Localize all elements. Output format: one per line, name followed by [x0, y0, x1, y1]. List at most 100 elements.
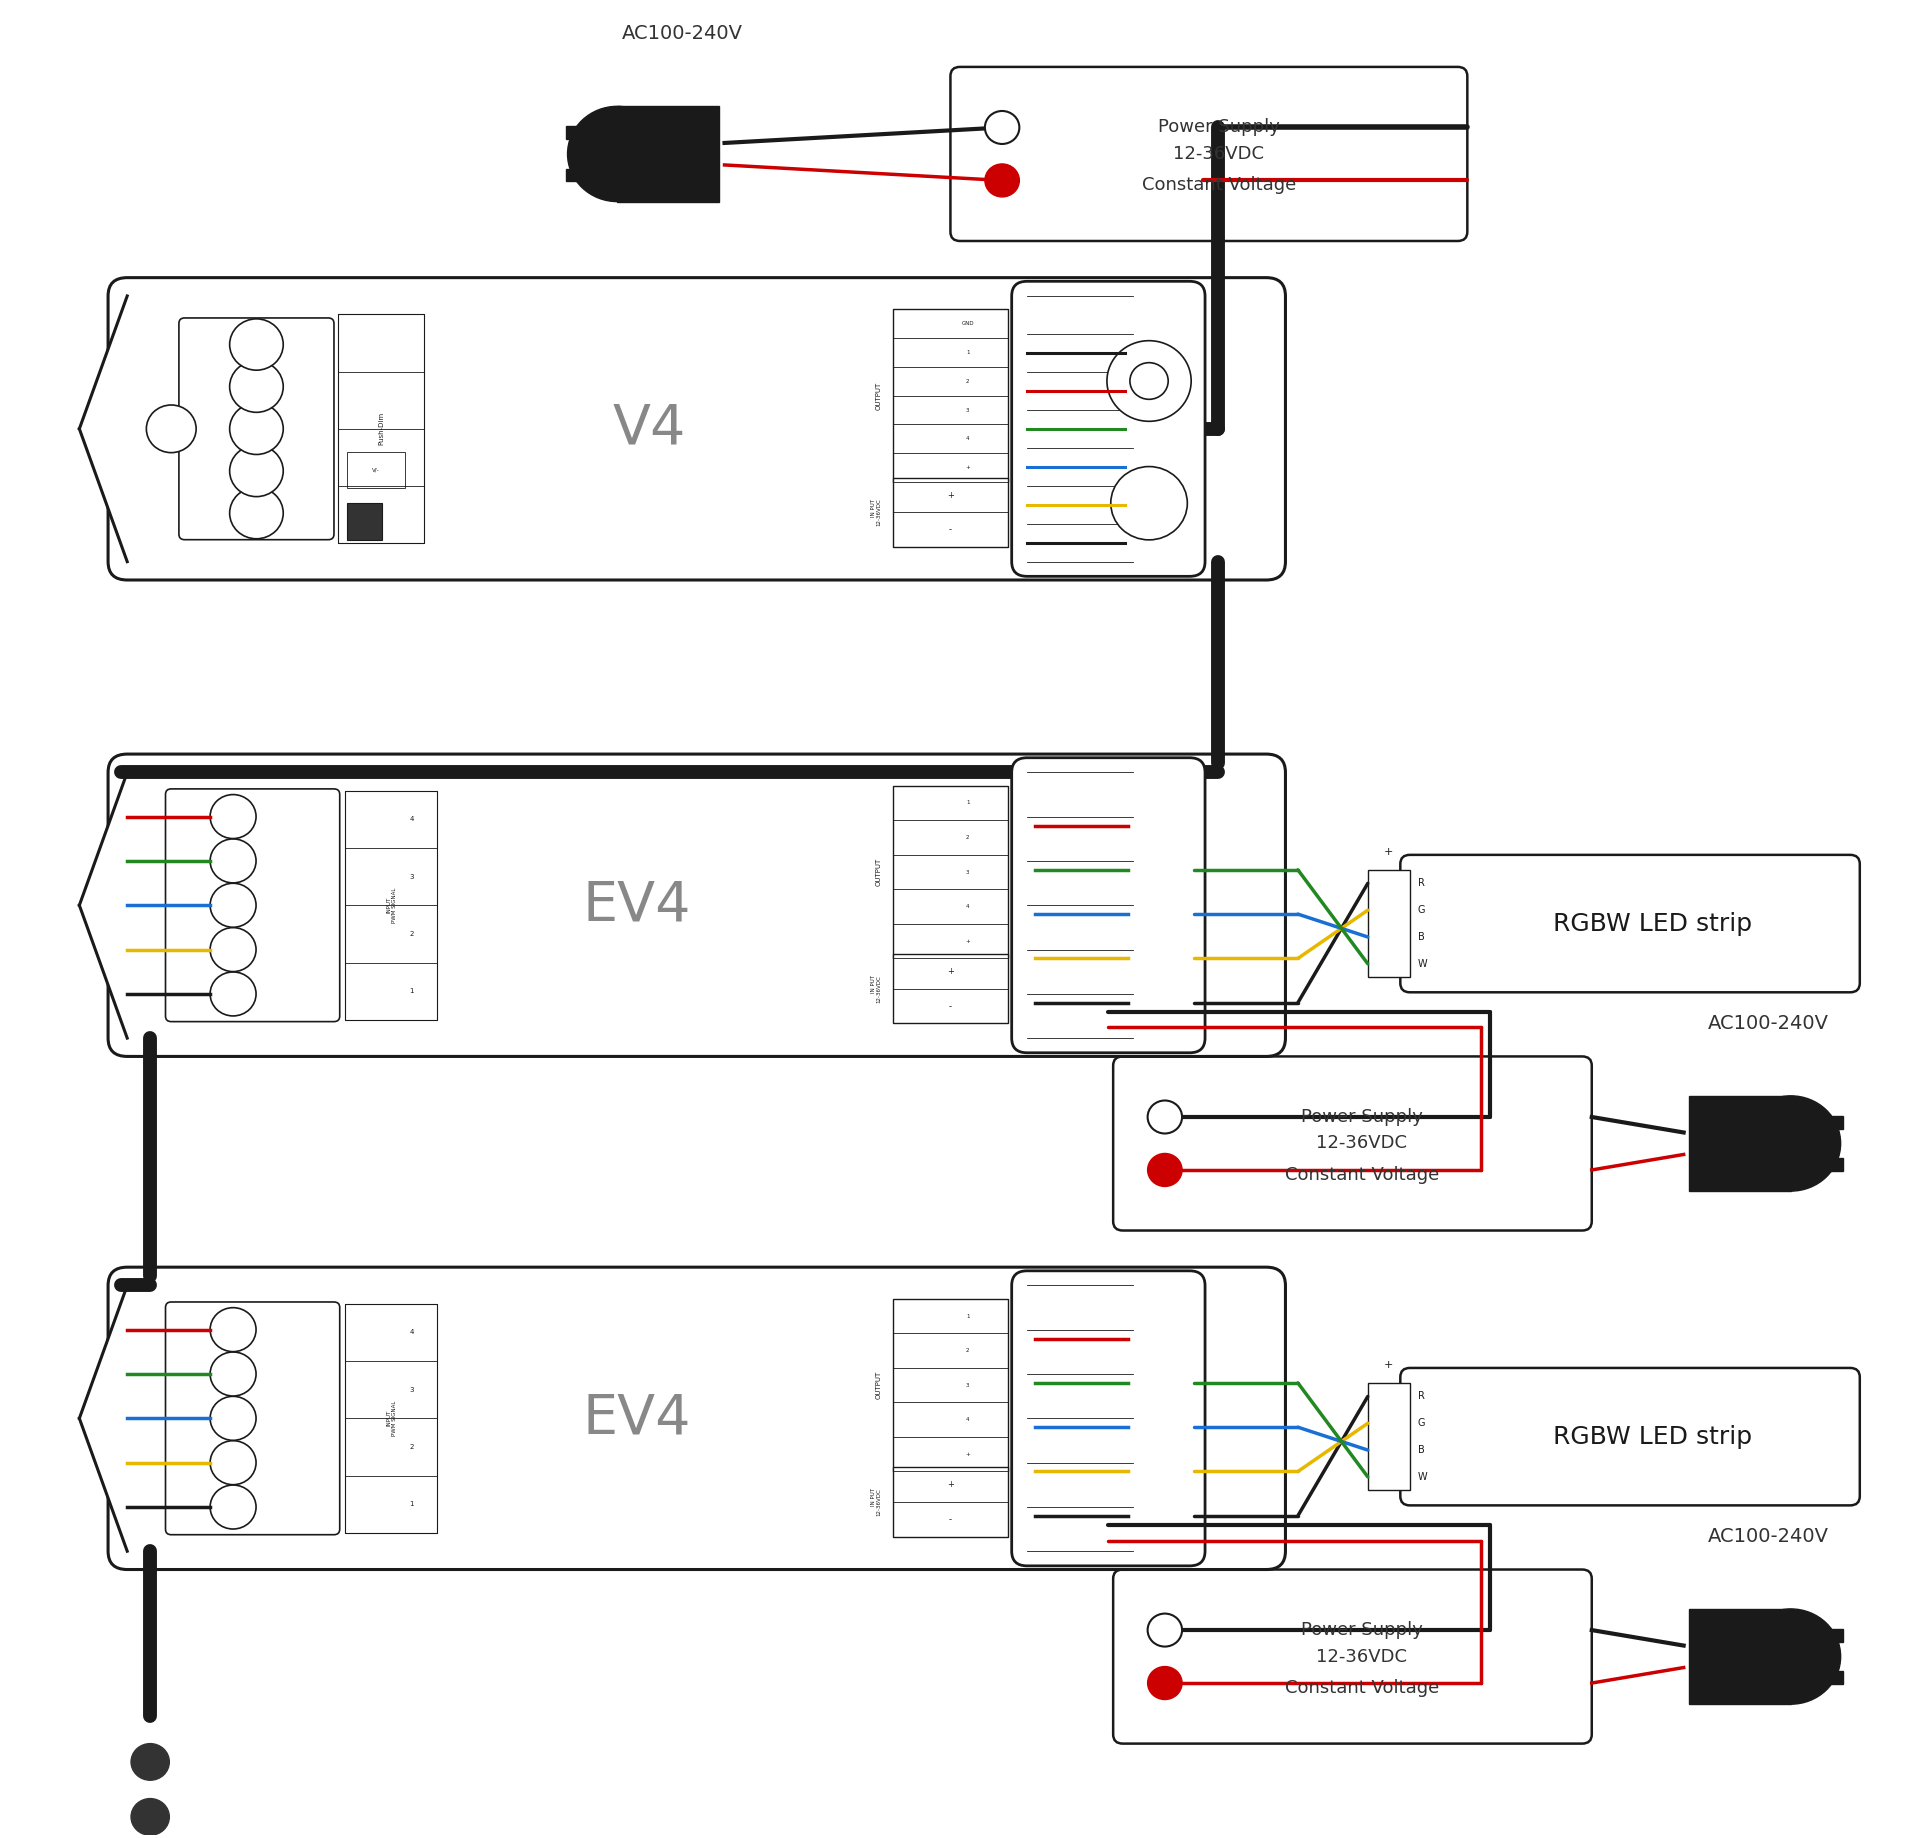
Text: 3: 3 [409, 1386, 415, 1393]
Text: 1: 1 [409, 989, 415, 994]
Polygon shape [1801, 1116, 1843, 1129]
Text: INPUT
PWM SIGNAL: INPUT PWM SIGNAL [386, 888, 397, 923]
Text: -: - [948, 526, 952, 535]
Bar [348, 452, 405, 489]
Text: 3: 3 [966, 1382, 970, 1388]
Text: -: - [948, 1515, 952, 1524]
Text: Power Supply: Power Supply [1300, 1621, 1423, 1639]
Text: 1: 1 [966, 349, 970, 355]
Text: RGBW LED strip: RGBW LED strip [1553, 1424, 1751, 1448]
Circle shape [1148, 1154, 1183, 1187]
Bar [893, 1467, 1008, 1537]
Polygon shape [1801, 1628, 1843, 1641]
Text: AC100-240V: AC100-240V [1707, 1013, 1828, 1033]
Text: 1: 1 [966, 1314, 970, 1318]
Bar [893, 478, 1008, 548]
Text: +: + [947, 491, 954, 500]
FancyBboxPatch shape [1012, 757, 1206, 1053]
Text: +: + [966, 939, 970, 943]
Text: AC100-240V: AC100-240V [622, 24, 743, 42]
Text: 2: 2 [966, 834, 970, 840]
Bar [893, 954, 1008, 1024]
Polygon shape [566, 169, 609, 182]
Circle shape [209, 884, 255, 926]
Text: Constant Voltage: Constant Voltage [1284, 1678, 1438, 1696]
FancyBboxPatch shape [950, 66, 1467, 241]
Circle shape [568, 107, 666, 202]
Circle shape [985, 164, 1020, 197]
Text: 12-36VDC: 12-36VDC [1173, 145, 1265, 164]
Circle shape [209, 972, 255, 1016]
Text: Constant Voltage: Constant Voltage [1142, 176, 1296, 195]
Text: 4: 4 [409, 816, 415, 822]
Circle shape [209, 838, 255, 882]
FancyBboxPatch shape [1400, 855, 1860, 993]
Circle shape [230, 445, 284, 496]
Polygon shape [1690, 1095, 1791, 1191]
Circle shape [1148, 1614, 1183, 1647]
Text: B: B [1417, 932, 1425, 943]
Text: Power Supply: Power Supply [1158, 118, 1281, 136]
FancyBboxPatch shape [108, 1266, 1286, 1570]
Text: W: W [1417, 1472, 1427, 1481]
Text: 4: 4 [409, 1329, 415, 1336]
Text: 4: 4 [966, 904, 970, 910]
FancyBboxPatch shape [108, 754, 1286, 1057]
Text: Power Supply: Power Supply [1300, 1108, 1423, 1127]
Text: 2: 2 [966, 379, 970, 384]
Text: OUTPUT: OUTPUT [876, 1371, 881, 1399]
Text: G: G [1417, 1419, 1425, 1428]
Circle shape [209, 1485, 255, 1529]
Bar [338, 314, 424, 544]
Bar [1367, 1382, 1409, 1491]
Bar [346, 790, 438, 1020]
Circle shape [131, 1744, 169, 1781]
Text: RGBW LED strip: RGBW LED strip [1553, 912, 1751, 936]
FancyBboxPatch shape [1012, 281, 1206, 577]
Circle shape [146, 404, 196, 452]
Circle shape [230, 318, 284, 369]
Circle shape [1112, 467, 1187, 540]
Text: R: R [1417, 1391, 1425, 1401]
Text: B: B [1417, 1445, 1425, 1456]
Text: OUTPUT: OUTPUT [876, 382, 881, 410]
FancyBboxPatch shape [1012, 1270, 1206, 1566]
Bar [893, 785, 1008, 958]
Text: +: + [947, 967, 954, 976]
Circle shape [131, 1799, 169, 1834]
Text: V/-: V/- [372, 467, 380, 472]
FancyBboxPatch shape [1114, 1057, 1592, 1230]
Polygon shape [566, 127, 609, 140]
Circle shape [209, 1441, 255, 1485]
Text: IN PUT
12-36VDC: IN PUT 12-36VDC [870, 498, 881, 526]
Polygon shape [618, 107, 718, 202]
Text: Push-Dim: Push-Dim [378, 412, 384, 445]
Circle shape [230, 487, 284, 539]
Text: +: + [1384, 1360, 1394, 1371]
Circle shape [1148, 1101, 1183, 1134]
FancyBboxPatch shape [179, 318, 334, 540]
Circle shape [1741, 1608, 1841, 1704]
Polygon shape [79, 296, 127, 562]
Text: Constant Voltage: Constant Voltage [1284, 1165, 1438, 1184]
Text: IN PUT
12-36VDC: IN PUT 12-36VDC [870, 1489, 881, 1516]
Text: R: R [1417, 879, 1425, 888]
Text: 1: 1 [409, 1502, 415, 1507]
Text: G: G [1417, 904, 1425, 915]
Text: INPUT
PWM SIGNAL: INPUT PWM SIGNAL [386, 1401, 397, 1435]
Text: AC100-240V: AC100-240V [1707, 1527, 1828, 1546]
Text: -: - [948, 1002, 952, 1011]
Text: 3: 3 [966, 408, 970, 412]
Circle shape [230, 403, 284, 454]
Bar [893, 1299, 1008, 1472]
Text: 12-36VDC: 12-36VDC [1315, 1134, 1407, 1152]
Polygon shape [79, 1285, 127, 1551]
Text: +: + [966, 465, 970, 471]
Text: W: W [1417, 959, 1427, 969]
Circle shape [230, 360, 284, 412]
FancyBboxPatch shape [165, 789, 340, 1022]
Circle shape [1148, 1667, 1183, 1700]
Circle shape [1129, 362, 1167, 399]
Text: 2: 2 [409, 1445, 415, 1450]
Bar [893, 309, 1008, 482]
